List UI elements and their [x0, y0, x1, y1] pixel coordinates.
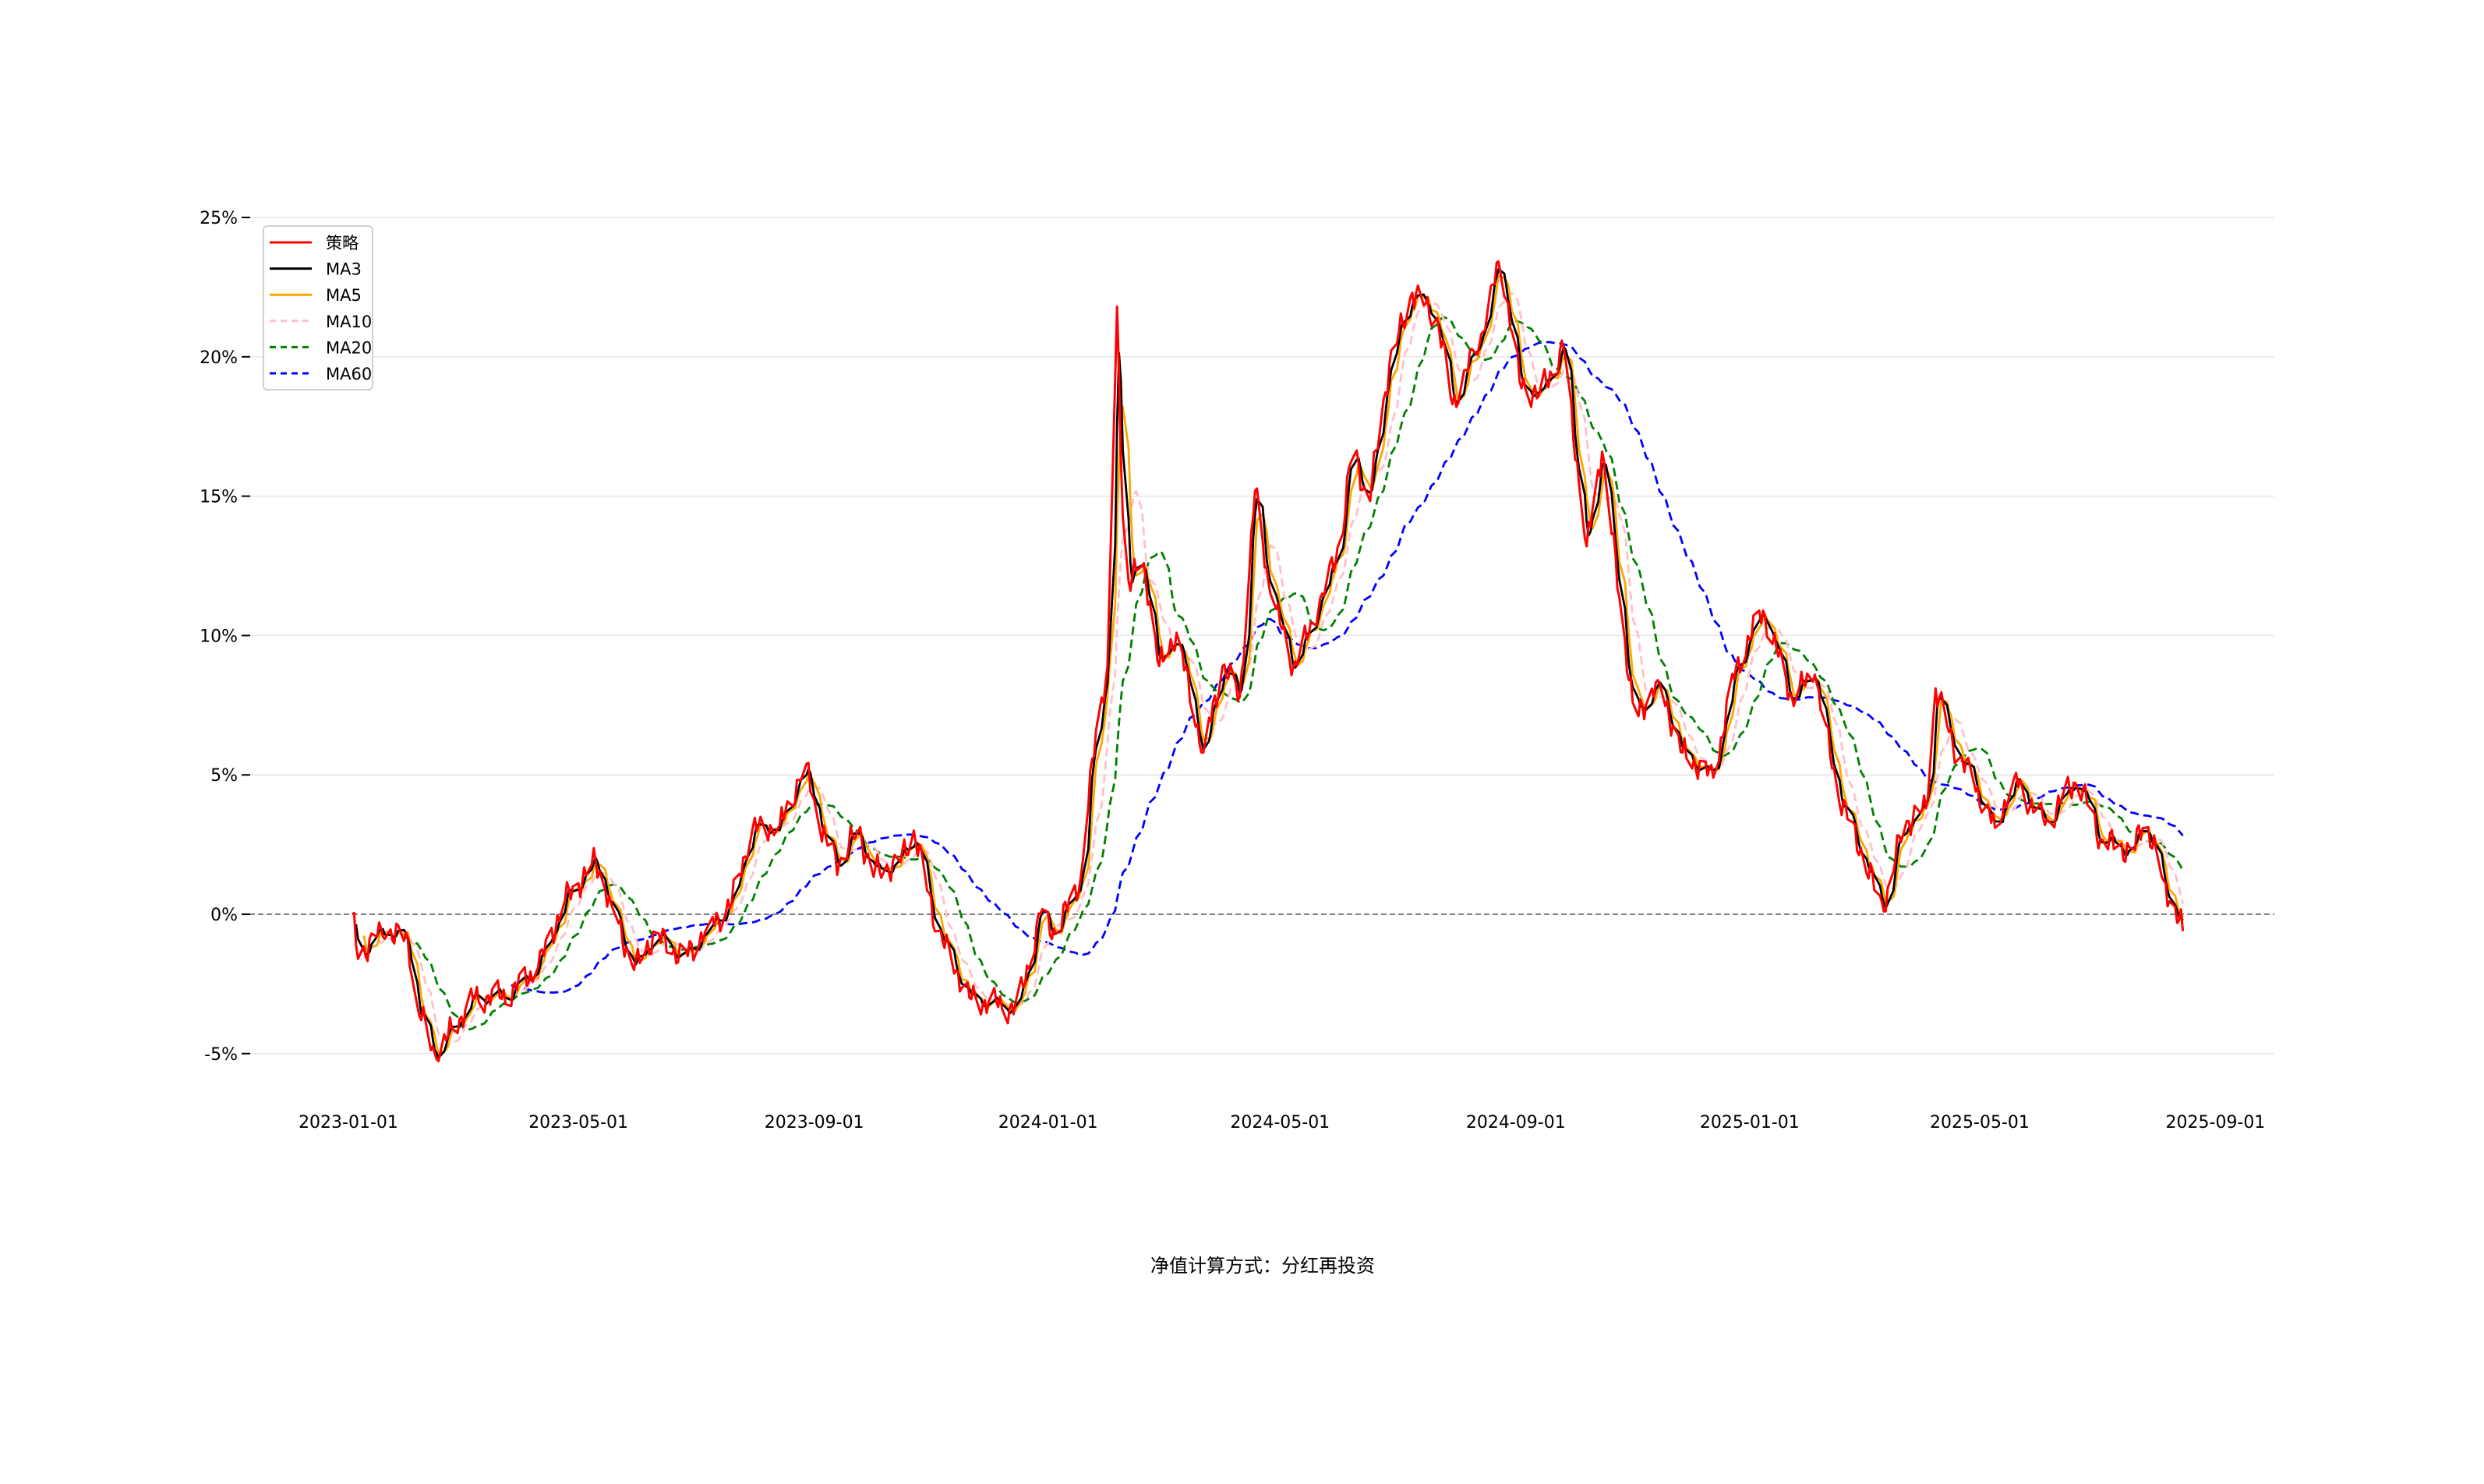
legend-label: MA60 — [326, 365, 372, 383]
series-line-ma10 — [376, 292, 2184, 1044]
series-line-ma5 — [362, 274, 2184, 1055]
y-tick-label: 25% — [200, 209, 238, 228]
series-line-strategy — [352, 260, 2185, 1062]
x-tick-label: 2023-01-01 — [299, 1113, 398, 1132]
x-tick-label: 2025-09-01 — [2166, 1113, 2266, 1132]
y-tick-label: 5% — [210, 766, 238, 786]
x-tick-label: 2023-05-01 — [528, 1113, 628, 1132]
y-tick-label: -5% — [204, 1045, 238, 1065]
y-tick-label: 0% — [210, 906, 238, 925]
legend-label: 策略 — [326, 234, 359, 253]
x-tick-label: 2025-01-01 — [1700, 1113, 1800, 1132]
legend-label: MA20 — [326, 338, 372, 357]
series-line-ma3 — [355, 268, 2184, 1059]
x-tick-label: 2025-05-01 — [1930, 1113, 2030, 1132]
x-tick-label: 2023-09-01 — [765, 1113, 864, 1132]
chart-caption: 净值计算方式：分红再投资 — [1150, 1255, 1375, 1277]
series-line-ma60 — [511, 341, 2184, 994]
y-tick-label: 10% — [200, 627, 238, 646]
legend-label: MA3 — [326, 260, 362, 279]
legend-box — [263, 225, 373, 390]
x-tick-label: 2024-01-01 — [998, 1113, 1098, 1132]
y-axis: -5% 0% 5% 10% 15% 20% 25% — [200, 209, 250, 1065]
x-axis: 2023-01-01 2023-05-01 2023-09-01 2024-01-01… — [299, 1113, 2265, 1132]
series-line-ma20 — [403, 316, 2184, 1031]
x-tick-label: 2024-05-01 — [1230, 1113, 1330, 1132]
legend-label: MA5 — [326, 286, 362, 305]
y-tick-label: 15% — [200, 488, 238, 507]
legend-label: MA10 — [326, 313, 372, 331]
series-lines — [352, 260, 2185, 1062]
y-tick-label: 20% — [200, 348, 238, 368]
x-tick-label: 2024-09-01 — [1466, 1113, 1566, 1132]
legend: 策略 MA3 MA5 MA10 MA20 MA60 — [263, 225, 373, 390]
gridlines — [249, 217, 2274, 1055]
